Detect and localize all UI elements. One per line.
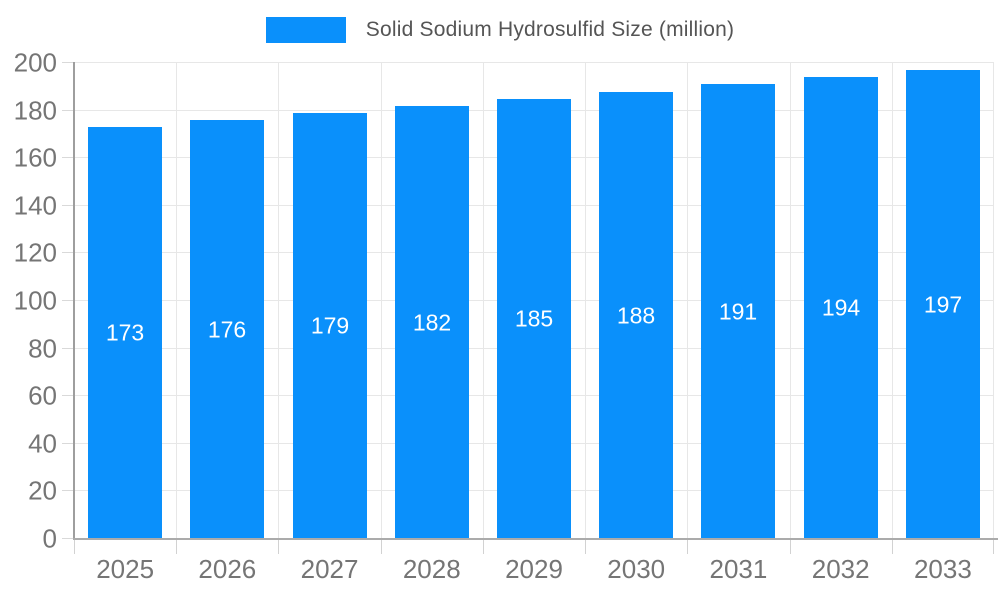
y-tick-label: 0 xyxy=(42,523,57,554)
y-axis-tick xyxy=(62,62,74,63)
legend[interactable]: Solid Sodium Hydrosulfid Size (million) xyxy=(0,17,1000,43)
x-axis-tick xyxy=(278,539,279,554)
bar[interactable]: 182 xyxy=(395,106,469,539)
x-tick-label: 2032 xyxy=(811,554,870,584)
legend-swatch[interactable] xyxy=(265,17,346,43)
y-axis-tick xyxy=(62,442,74,444)
x-axis-tick xyxy=(585,539,586,554)
x-tick-label: 2031 xyxy=(709,554,768,584)
gridline-vertical xyxy=(687,63,688,539)
x-axis-tick xyxy=(993,539,994,554)
y-axis-tick xyxy=(62,395,74,397)
bar[interactable]: 191 xyxy=(701,84,775,539)
x-tick-label: 2025 xyxy=(96,554,155,584)
bar-value-label: 176 xyxy=(207,316,247,342)
y-tick-label: 140 xyxy=(13,190,57,221)
x-axis-tick xyxy=(892,539,893,554)
bar[interactable]: 185 xyxy=(497,99,571,539)
gridline-vertical xyxy=(892,63,893,539)
bar-value-label: 179 xyxy=(310,312,350,339)
x-axis-tick xyxy=(790,539,791,554)
y-axis-tick xyxy=(62,157,74,159)
bar[interactable]: 173 xyxy=(88,127,162,539)
y-tick-label: 120 xyxy=(13,237,57,268)
y-axis-line xyxy=(73,62,75,539)
x-axis-tick xyxy=(483,539,484,554)
x-tick-label: 2028 xyxy=(402,554,461,584)
y-tick-label: 60 xyxy=(28,380,57,411)
bar[interactable]: 194 xyxy=(804,77,878,539)
y-tick-label: 160 xyxy=(13,142,57,173)
x-axis-labels: 2025 2026 2027 2028 2029 2030 2031 2032 2033 xyxy=(74,539,994,594)
bar-value-label: 188 xyxy=(616,302,656,328)
bar-value-label: 173 xyxy=(105,319,145,346)
gridline-vertical xyxy=(278,63,279,539)
gridline-vertical xyxy=(790,63,791,539)
legend-label[interactable]: Solid Sodium Hydrosulfid Size (million) xyxy=(365,18,735,41)
y-tick-label: 80 xyxy=(28,333,57,364)
y-tick-label: 20 xyxy=(28,475,57,506)
bar-value-label: 197 xyxy=(923,291,963,317)
gridline-vertical xyxy=(483,63,484,539)
bar[interactable]: 179 xyxy=(293,113,367,539)
x-axis-tick xyxy=(687,539,688,554)
plot-area: 173 176 179 182 185 188 191 194 197 xyxy=(62,62,994,554)
x-tick-label: 2030 xyxy=(607,554,666,584)
y-axis-tick xyxy=(62,204,74,206)
bar[interactable]: 197 xyxy=(906,70,980,539)
gridline-vertical xyxy=(381,63,382,539)
y-axis-tick xyxy=(62,252,74,254)
y-tick-label: 200 xyxy=(13,47,57,78)
y-axis-tick xyxy=(62,300,74,301)
bar-value-label: 185 xyxy=(514,305,554,332)
bar-value-label: 191 xyxy=(718,298,758,324)
x-tick-label: 2033 xyxy=(913,554,972,584)
gridline-vertical xyxy=(176,63,177,539)
bar[interactable]: 176 xyxy=(190,120,264,539)
gridline-horizontal xyxy=(74,62,994,63)
gridline-vertical xyxy=(585,63,586,539)
y-tick-label: 40 xyxy=(28,428,57,459)
bar-value-label: 194 xyxy=(821,294,861,321)
y-axis-tick xyxy=(62,347,74,349)
y-axis-tick xyxy=(62,490,74,492)
y-axis-tick xyxy=(62,538,74,539)
x-tick-label: 2029 xyxy=(505,554,563,584)
y-axis-labels: 0 20 40 60 80 100 120 140 160 180 200 xyxy=(0,48,57,554)
x-axis-tick xyxy=(176,539,177,554)
x-axis-line xyxy=(73,538,998,540)
bar-value-label: 182 xyxy=(412,309,452,335)
y-tick-label: 100 xyxy=(13,285,57,316)
x-tick-label: 2026 xyxy=(198,554,257,584)
bar[interactable]: 188 xyxy=(599,92,673,539)
x-axis-tick xyxy=(74,539,75,554)
gridline-vertical xyxy=(993,63,994,539)
x-axis-tick xyxy=(381,539,382,554)
y-axis-tick xyxy=(62,109,74,111)
x-tick-label: 2027 xyxy=(300,554,359,584)
y-tick-label: 180 xyxy=(13,95,57,126)
